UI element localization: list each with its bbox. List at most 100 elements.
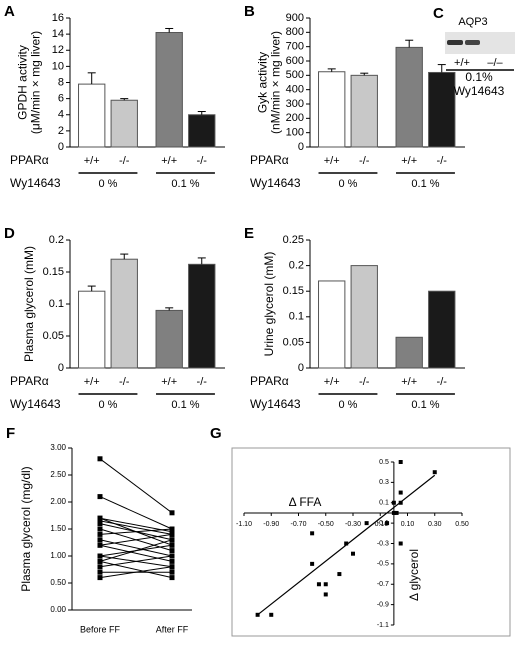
x-tick-label: 0.10	[401, 521, 415, 528]
pair-line	[99, 544, 173, 562]
y-tick-label: 2.00	[50, 497, 66, 506]
bar	[395, 336, 423, 369]
group-label: 0 %	[98, 399, 117, 411]
point	[97, 542, 103, 548]
category-label: +/+	[324, 376, 340, 388]
bar	[78, 290, 106, 369]
pair-line	[99, 566, 173, 579]
group-label: 0.1 %	[171, 399, 199, 411]
pair-line	[99, 528, 173, 535]
row-label: Wy14643	[10, 176, 61, 190]
x-tick-label: -0.50	[318, 521, 334, 528]
row-label: Wy14643	[250, 397, 301, 411]
row-label: PPARα	[10, 153, 49, 167]
bar	[350, 265, 378, 369]
y-tick-label: -0.3	[377, 540, 389, 547]
y-tick-label: 6	[58, 93, 64, 105]
y-axis-title: GPDH activity	[16, 45, 30, 120]
lane-label: –/–	[487, 57, 503, 69]
category-label: -/-	[437, 155, 448, 167]
point	[97, 531, 103, 537]
group-label: 0.1 %	[411, 399, 439, 411]
y-tick-label: 2.50	[50, 470, 66, 479]
y-tick-label: 200	[286, 112, 304, 124]
y-tick-label: 900	[286, 12, 304, 24]
y-tick-label: 800	[286, 26, 304, 38]
y-tick-label: 0	[298, 362, 304, 374]
bar	[395, 46, 423, 148]
point	[169, 569, 175, 575]
bar	[428, 290, 456, 369]
y-tick-label: 0.05	[283, 336, 304, 348]
y-tick-label: 0.1	[289, 311, 304, 323]
pair-line	[99, 555, 173, 568]
y-axis-title: Plasma glycerol (mg/dl)	[19, 466, 33, 591]
point	[169, 575, 175, 581]
point	[398, 541, 403, 546]
y-tick-label: 0.2	[289, 260, 304, 272]
group-label: 0 %	[338, 178, 357, 190]
y-tick-label: 0.2	[49, 234, 64, 246]
category-label: -/-	[197, 155, 208, 167]
y-tick-label: 14	[52, 28, 64, 40]
row-label: PPARα	[250, 153, 289, 167]
group-label: 0.1 %	[171, 178, 199, 190]
y-tick-label: 0.1	[379, 500, 389, 507]
panel-letter: D	[4, 225, 15, 242]
pair-line	[99, 539, 173, 557]
y-axis-title: Gyk activity	[256, 52, 270, 113]
plot-frame	[231, 447, 511, 637]
row-label: Wy14643	[10, 397, 61, 411]
point	[97, 564, 103, 570]
bar	[78, 83, 106, 148]
bar	[350, 74, 378, 148]
category-label: +/+	[161, 155, 177, 167]
category-label: -/-	[437, 376, 448, 388]
y-tick-label: 0.50	[50, 578, 66, 587]
point	[394, 510, 399, 515]
y-axis-title: (μM/min × mg liver)	[29, 31, 43, 134]
category-label: -/-	[119, 155, 130, 167]
y-tick-label: 1.50	[50, 524, 66, 533]
bar	[318, 280, 346, 369]
point	[97, 575, 103, 581]
y-tick-label: 0	[298, 141, 304, 153]
y-tick-label: 0	[58, 141, 64, 153]
bar	[110, 258, 138, 369]
panel-letter: G	[210, 425, 222, 442]
point	[398, 490, 403, 495]
point	[97, 456, 103, 462]
point	[169, 553, 175, 559]
point	[169, 564, 175, 570]
point	[398, 500, 403, 505]
point	[269, 612, 274, 617]
point	[344, 541, 349, 546]
point	[391, 510, 396, 515]
y-tick-label: 0.05	[43, 330, 64, 342]
point	[97, 494, 103, 500]
point	[97, 569, 103, 575]
blot-title: AQP3	[458, 16, 487, 28]
bar	[188, 114, 216, 148]
point	[255, 612, 260, 617]
point	[97, 515, 103, 521]
group-label: 0 %	[98, 178, 117, 190]
pair-line	[99, 560, 173, 579]
x-axis-title: Δ FFA	[289, 495, 322, 509]
category-label: -/-	[197, 376, 208, 388]
blot-band	[447, 40, 463, 45]
y-axis-title: Δ glycerol	[407, 549, 421, 601]
y-tick-label: -1.1	[377, 622, 389, 629]
y-tick-label: -0.9	[377, 601, 389, 608]
x-tick-label: -0.70	[291, 521, 307, 528]
point	[391, 500, 396, 505]
pair-line	[99, 496, 173, 530]
y-tick-label: 0.25	[283, 234, 304, 246]
point	[97, 526, 103, 532]
point	[169, 542, 175, 548]
x-tick-label: Before FF	[80, 624, 121, 634]
x-tick-label: 0.30	[428, 521, 442, 528]
point	[316, 582, 321, 587]
point	[97, 537, 103, 543]
y-tick-label: 3.00	[50, 443, 66, 452]
